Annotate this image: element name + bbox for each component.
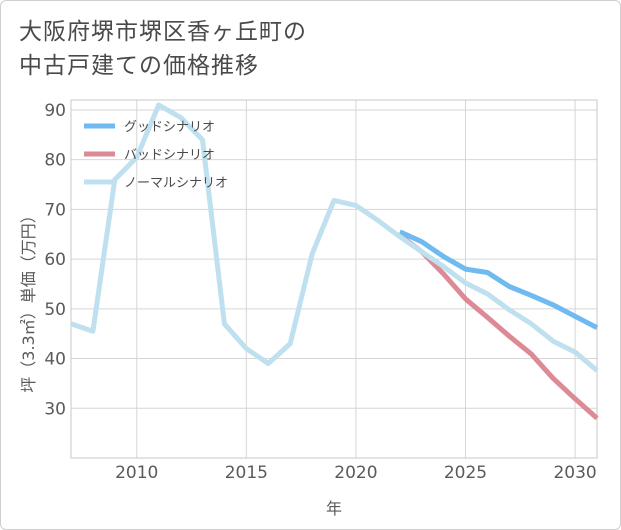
- x-tick-label: 2010: [115, 463, 158, 483]
- legend-label: グッドシナリオ: [124, 120, 215, 135]
- y-axis-label: 坪（3.3㎡）単価（万円）: [19, 207, 38, 392]
- x-tick-label: 2015: [225, 463, 268, 483]
- y-tick-label: 90: [44, 101, 66, 121]
- legend-label: バッドシナリオ: [124, 148, 215, 163]
- tick-labels: 30 40 50 60 70 80 90 2010 2015 2020 2025 2030: [44, 101, 596, 483]
- y-tick-label: 60: [44, 250, 66, 270]
- x-tick-label: 2030: [553, 463, 596, 483]
- x-tick-label: 2020: [334, 463, 377, 483]
- chart-title: 大阪府堺市堺区香ヶ丘町の 中古戸建ての価格推移: [19, 15, 307, 83]
- y-tick-label: 40: [44, 350, 66, 370]
- x-tick-label: 2025: [444, 463, 487, 483]
- y-tick-label: 70: [44, 200, 66, 220]
- x-axis-label: 年: [326, 499, 342, 518]
- chart-title-line-2: 中古戸建ての価格推移: [19, 53, 259, 79]
- y-tick-label: 50: [44, 300, 66, 320]
- plot-area-border: [70, 99, 598, 459]
- legend-label: ノーマルシナリオ: [124, 176, 228, 191]
- chart-title-line-1: 大阪府堺市堺区香ヶ丘町の: [19, 19, 307, 45]
- series-line-2: [70, 102, 599, 373]
- y-tick-label: 30: [44, 399, 66, 419]
- series-lines: [70, 102, 599, 421]
- series-line-1: [398, 233, 599, 421]
- series-line-0: [398, 229, 599, 330]
- y-tick-label: 80: [44, 151, 66, 171]
